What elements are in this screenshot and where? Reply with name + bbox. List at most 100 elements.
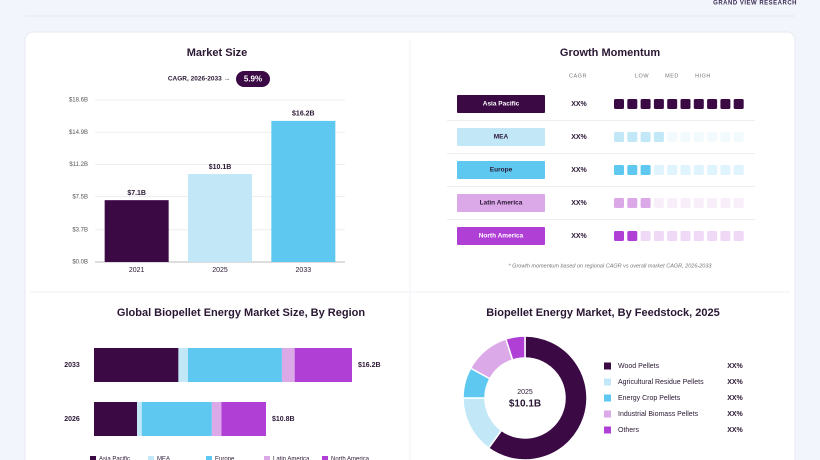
meter-cell bbox=[627, 99, 638, 109]
chart-title: Market Size bbox=[187, 47, 248, 59]
legend-label: Energy Crop Pellets bbox=[618, 395, 681, 402]
momentum-meter bbox=[614, 99, 744, 109]
cagr-value: XX% bbox=[571, 200, 587, 207]
y-tick-label: 2026 bbox=[64, 416, 80, 423]
bar-segment bbox=[94, 348, 179, 382]
meter-cell bbox=[614, 132, 624, 142]
meter-cell bbox=[720, 99, 731, 109]
bar bbox=[188, 174, 252, 262]
meter-cell bbox=[733, 231, 744, 241]
region-name: Latin America bbox=[480, 200, 523, 207]
meter-cell bbox=[667, 198, 678, 208]
total-label: $16.2B bbox=[358, 362, 381, 369]
center-value: $10.1B bbox=[509, 399, 541, 410]
momentum-meter bbox=[614, 198, 744, 208]
brand: GRAND VIEW RESEARCH bbox=[713, 1, 797, 7]
meter-cell bbox=[627, 165, 638, 175]
legend-swatch bbox=[322, 456, 328, 460]
bar-segment bbox=[178, 348, 188, 382]
meter-cell bbox=[667, 165, 678, 175]
meter-cell bbox=[733, 99, 744, 109]
y-tick-label: 2033 bbox=[64, 362, 80, 369]
meter-cell bbox=[640, 99, 651, 109]
meter-cell bbox=[733, 198, 744, 208]
legend-swatch bbox=[604, 378, 611, 386]
meter-cell bbox=[640, 165, 651, 175]
meter-cell bbox=[720, 165, 731, 175]
donut-slice bbox=[487, 335, 588, 460]
bar-segment bbox=[141, 402, 212, 436]
legend-swatch bbox=[604, 394, 611, 402]
column-label: HIGH bbox=[695, 73, 711, 79]
bar-segment bbox=[187, 348, 282, 382]
value-label: $7.1B bbox=[127, 190, 146, 197]
region-tag bbox=[457, 95, 545, 113]
meter-cell bbox=[680, 165, 691, 175]
meter-cell bbox=[707, 231, 718, 241]
meter-cell bbox=[720, 132, 731, 142]
meter-cell bbox=[653, 198, 664, 208]
meter-cell bbox=[640, 231, 651, 241]
y-tick-label: $18.6B bbox=[69, 98, 88, 104]
meter-cell bbox=[640, 132, 651, 142]
share-label: XX% bbox=[727, 427, 743, 434]
legend-swatch bbox=[604, 426, 611, 434]
share-label: XX% bbox=[727, 411, 743, 418]
meter-cell bbox=[707, 198, 718, 208]
legend-swatch bbox=[148, 456, 154, 460]
region-tag bbox=[457, 161, 545, 179]
value-label: $10.1B bbox=[209, 164, 232, 171]
meter-cell bbox=[653, 165, 664, 175]
meter-cell bbox=[707, 132, 718, 142]
bar-segment bbox=[294, 348, 352, 382]
cagr-value: XX% bbox=[571, 101, 587, 108]
share-label: XX% bbox=[727, 379, 743, 386]
cagr-value: XX% bbox=[571, 233, 587, 240]
legend-label: Wood Pellets bbox=[618, 363, 660, 370]
donut-slice bbox=[504, 335, 526, 361]
meter-cell bbox=[653, 231, 664, 241]
meter-cell bbox=[614, 165, 624, 175]
bar bbox=[104, 200, 169, 262]
x-tick-label: 2033 bbox=[296, 267, 312, 274]
y-tick-label: $11.2B bbox=[69, 162, 88, 168]
bar bbox=[271, 120, 336, 262]
meter-cell bbox=[680, 132, 691, 142]
cagr-label: CAGR, 2026-2033 → bbox=[168, 76, 230, 83]
meter-cell bbox=[720, 198, 731, 208]
legend-swatch bbox=[604, 410, 611, 418]
cagr-value: XX% bbox=[571, 134, 587, 141]
value-label: $16.2B bbox=[292, 111, 315, 118]
total-label: $10.8B bbox=[272, 416, 295, 423]
x-tick-label: 2025 bbox=[212, 267, 228, 274]
meter-cell bbox=[693, 198, 704, 208]
legend-swatch bbox=[264, 456, 270, 460]
meter-cell bbox=[693, 99, 704, 109]
legend-label: Industrial Biomass Pellets bbox=[618, 411, 699, 418]
region-name: Asia Pacific bbox=[483, 101, 520, 108]
region-tag bbox=[457, 194, 545, 212]
legend-label: North America bbox=[331, 457, 370, 460]
meter-cell bbox=[680, 99, 691, 109]
legend-swatch bbox=[604, 362, 611, 370]
meter-cell bbox=[733, 132, 744, 142]
y-tick-label: $7.5B bbox=[72, 194, 88, 200]
share-label: XX% bbox=[727, 395, 743, 402]
chart-title: Global Biopellet Energy Market Size, By … bbox=[117, 307, 365, 319]
y-tick-label: $0.0B bbox=[72, 260, 88, 266]
bar-segment bbox=[211, 402, 222, 436]
meter-cell bbox=[680, 198, 691, 208]
column-label: CAGR bbox=[569, 73, 587, 79]
chart-title: Biopellet Energy Market, By Feedstock, 2… bbox=[486, 307, 720, 319]
region-tag bbox=[457, 128, 545, 146]
momentum-meter bbox=[614, 132, 744, 142]
meter-cell bbox=[667, 231, 678, 241]
meter-cell bbox=[627, 132, 638, 142]
bar-segment bbox=[94, 402, 137, 436]
meter-cell bbox=[653, 99, 664, 109]
meter-cell bbox=[707, 165, 718, 175]
region-name: Europe bbox=[490, 167, 513, 174]
momentum-meter bbox=[614, 231, 744, 241]
region-name: MEA bbox=[494, 134, 509, 141]
